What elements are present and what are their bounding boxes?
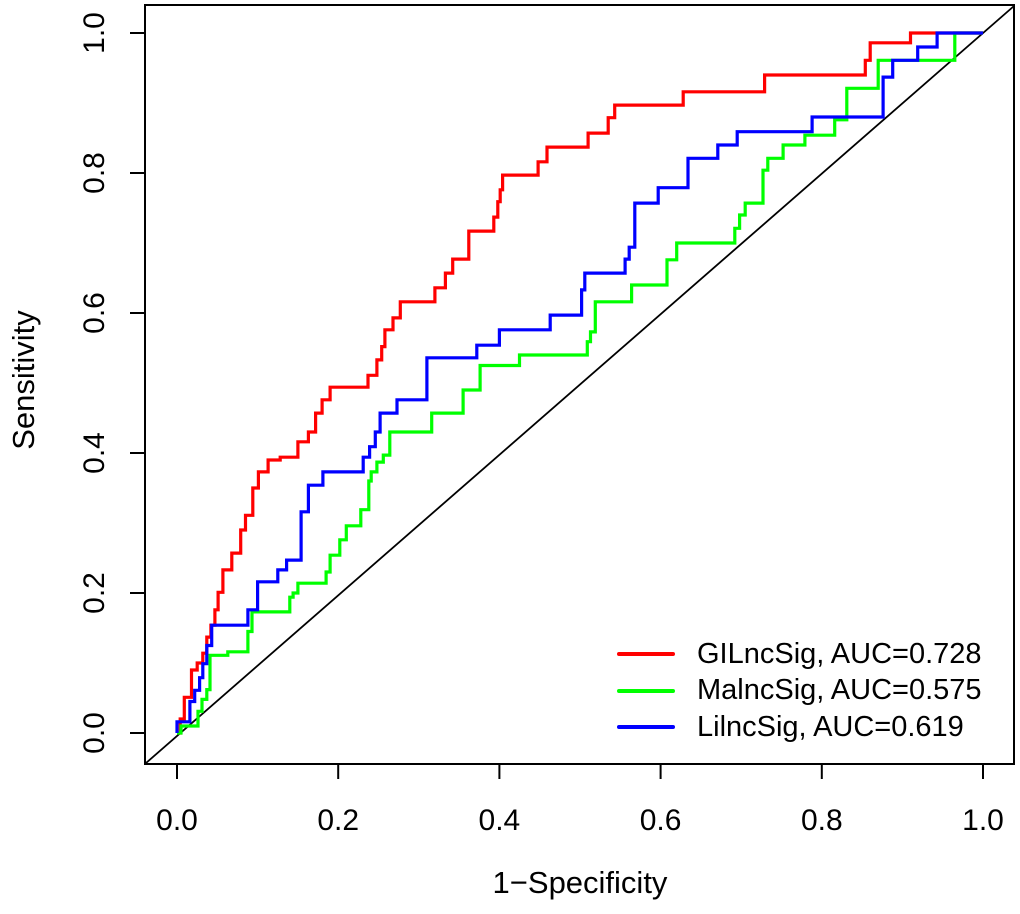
x-tick-label: 0.6 [640, 804, 682, 837]
y-tick-label: 0.8 [78, 152, 111, 194]
legend-line-GILncSig [617, 652, 675, 657]
roc-curve-LilncSig [175, 31, 983, 733]
diagonal-reference-line [145, 5, 1015, 764]
x-tick-label: 0.4 [479, 804, 521, 837]
y-tick-label: 0.2 [78, 572, 111, 614]
legend-line-MalncSig [617, 688, 675, 693]
ticks-layer: 0.0 0.2 0.4 0.6 0.8 1.0 0.0 0.2 0.4 0.6 0.8 1.0 [78, 12, 1004, 837]
legend: GILncSig, AUC=0.728 MalncSig, AUC=0.575 … [617, 636, 982, 746]
legend-label-GILncSig: GILncSig, AUC=0.728 [697, 637, 982, 670]
x-tick-label: 0.0 [156, 804, 198, 837]
curves-layer [175, 31, 983, 735]
legend-label-MalncSig: MalncSig, AUC=0.575 [697, 674, 982, 707]
x-tick-label: 0.2 [317, 804, 359, 837]
y-axis-label: Sensitivity [6, 310, 41, 450]
y-tick-label: 0.0 [78, 712, 111, 754]
x-tick-label: 1.0 [962, 804, 1004, 837]
x-tick-label: 0.8 [801, 804, 843, 837]
legend-item-MalncSig: MalncSig, AUC=0.575 [617, 673, 982, 710]
plot-box [144, 4, 1015, 765]
roc-curve-GILncSig [177, 31, 983, 735]
y-tick-label: 1.0 [78, 12, 111, 54]
legend-label-LilncSig: LilncSig, AUC=0.619 [697, 710, 964, 743]
legend-item-LilncSig: LilncSig, AUC=0.619 [617, 709, 982, 746]
legend-item-GILncSig: GILncSig, AUC=0.728 [617, 636, 982, 673]
legend-line-LilncSig [617, 725, 675, 730]
x-axis-label: 1−Specificity [493, 865, 668, 900]
y-tick-label: 0.6 [78, 292, 111, 334]
y-tick-label: 0.4 [78, 432, 111, 474]
roc-curve-MalncSig [177, 31, 983, 735]
